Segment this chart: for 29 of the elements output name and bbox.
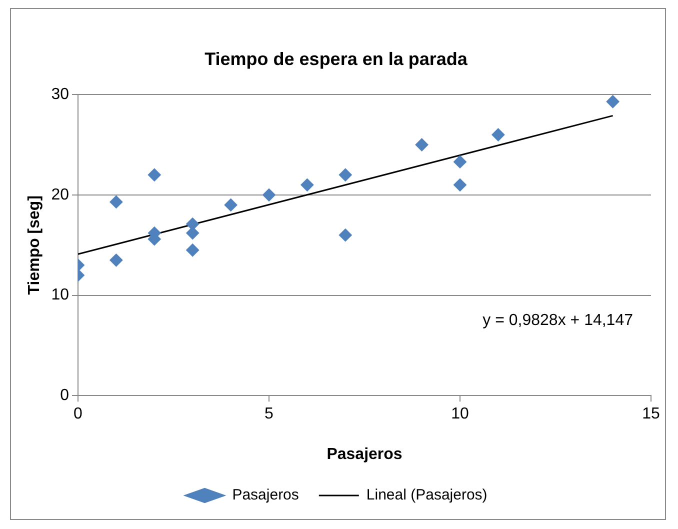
- point: [110, 254, 123, 267]
- legend-label: Lineal (Pasajeros): [366, 486, 488, 504]
- point: [338, 228, 352, 242]
- x-tick-label: 15: [642, 406, 660, 423]
- point: [492, 128, 505, 142]
- point: [110, 195, 123, 208]
- point: [262, 188, 276, 202]
- point: [606, 95, 620, 108]
- point: [338, 168, 352, 182]
- point: [186, 226, 200, 240]
- point: [148, 168, 161, 182]
- x-tick-label: 5: [264, 406, 274, 423]
- point: [224, 198, 238, 212]
- x-tick-label: 0: [74, 406, 83, 423]
- y-tick-label: 30: [51, 86, 70, 104]
- point: [454, 178, 466, 192]
- y-tick-label: 20: [51, 186, 70, 204]
- y-tick-label: 0: [60, 387, 70, 404]
- annotation: y = 0,9828x + 14,147: [482, 312, 634, 329]
- y-axis-title: Tiempo [seg]: [26, 195, 44, 295]
- chart-title: Tiempo de espera en la parada: [204, 48, 468, 69]
- x-tick-label: 10: [451, 406, 469, 423]
- x-axis-title: Pasajeros: [326, 446, 402, 463]
- point: [186, 244, 200, 257]
- legend-label: Pasajeros: [232, 486, 299, 504]
- point: [300, 178, 314, 192]
- point: [415, 138, 428, 152]
- y-tick-label: 10: [51, 286, 70, 304]
- point: [454, 155, 466, 168]
